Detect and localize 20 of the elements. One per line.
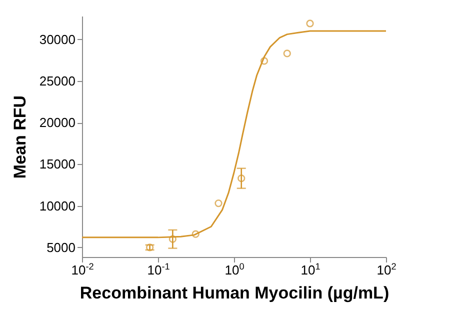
x-tick-label: 10$^{1}$ xyxy=(300,262,320,278)
y-tick-label: 25000 xyxy=(39,73,76,88)
y-axis-title: Mean RFU xyxy=(10,95,30,179)
point xyxy=(283,50,291,58)
y-tick-label: 10000 xyxy=(39,198,76,214)
point xyxy=(306,20,314,28)
y-tick-label: 15000 xyxy=(39,156,76,172)
x-tick-label: 10$^{0}$ xyxy=(224,262,244,278)
y-tick-label: 30000 xyxy=(39,32,76,47)
x-tick-label: 10$^{-1}$ xyxy=(147,262,170,278)
point xyxy=(238,174,246,182)
y-tick-label: 5000 xyxy=(46,240,76,255)
x-axis-title: Recombinant Human Myocilin (µg/mL) xyxy=(80,284,390,302)
point xyxy=(214,200,222,208)
point xyxy=(168,235,176,243)
point xyxy=(192,230,200,238)
x-tick-label: 10$^{2}$ xyxy=(376,262,396,278)
x-tick-label: 10$^{-2}$ xyxy=(71,262,94,278)
point xyxy=(260,57,268,65)
y-tick-label: 20000 xyxy=(39,115,76,130)
